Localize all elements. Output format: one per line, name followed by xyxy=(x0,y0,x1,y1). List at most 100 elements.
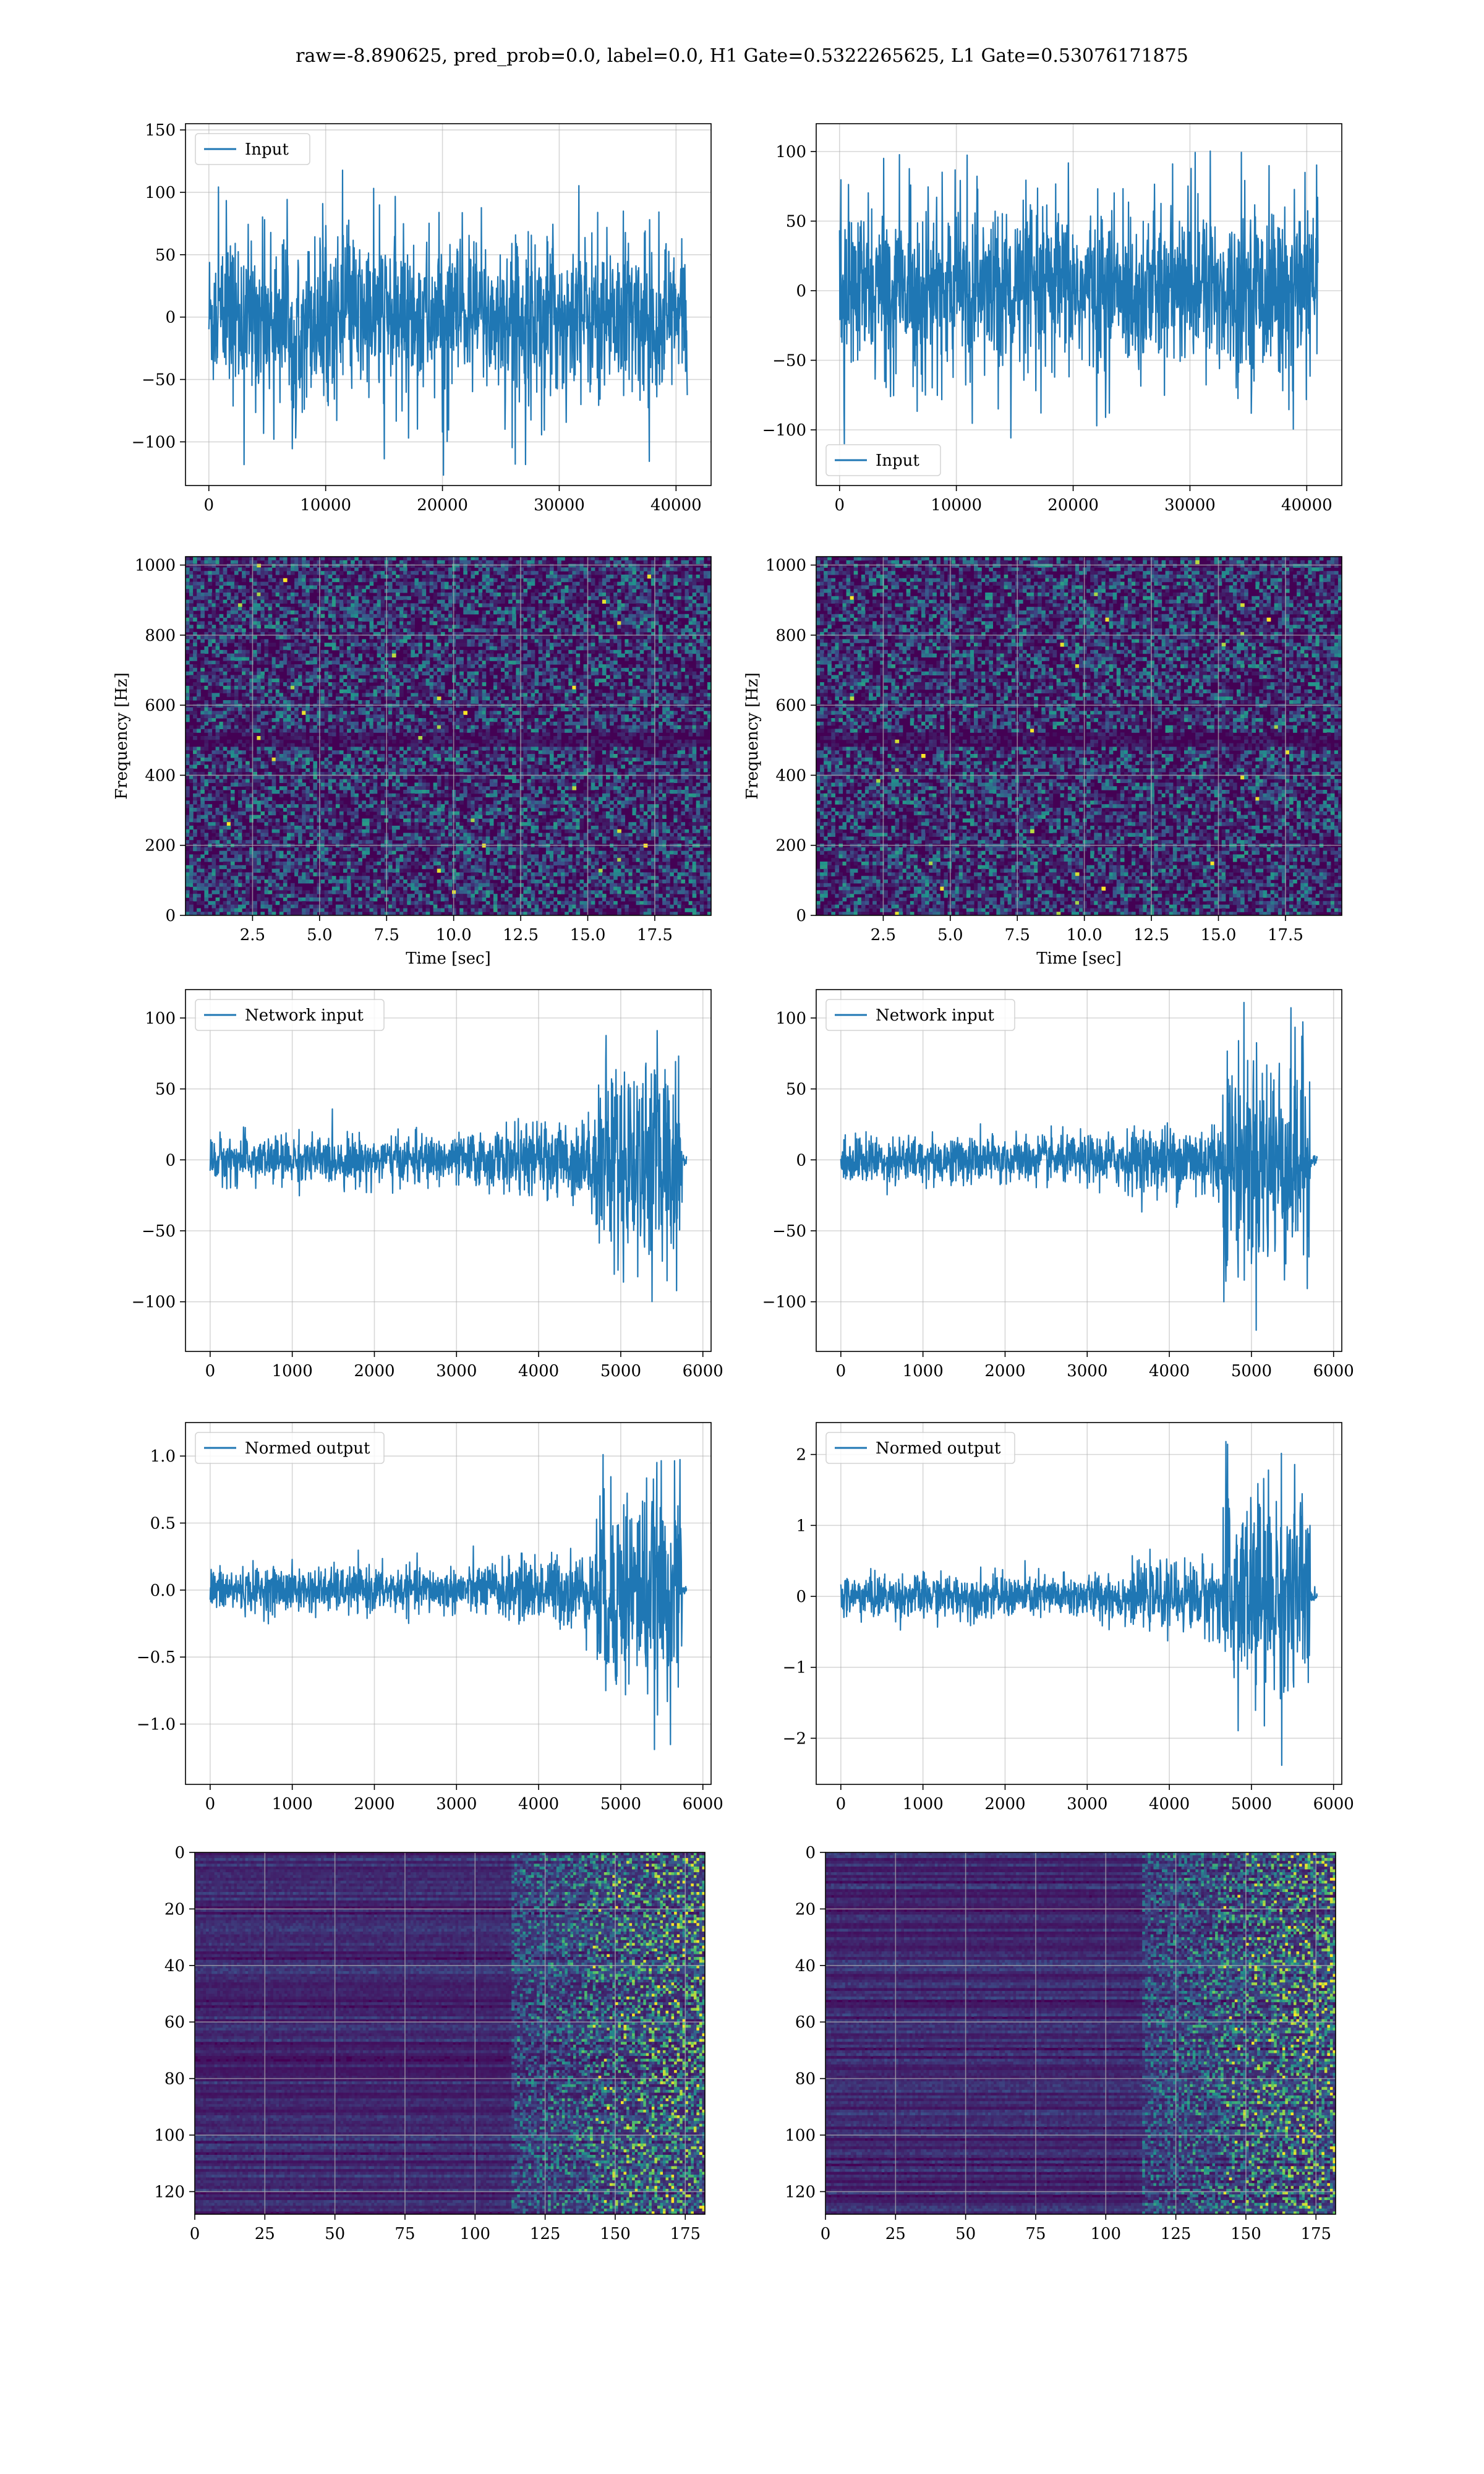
spectrogram-h1-cell xyxy=(407,664,411,668)
spectrogram-h1-cell xyxy=(644,564,648,568)
spectrogram-h1-cell xyxy=(628,672,633,675)
spectrogram-h1-cell xyxy=(659,593,663,596)
spectrogram-h1-cell xyxy=(332,593,336,596)
spectrogram-h1-cell xyxy=(321,747,325,750)
spectrogram-h1-cell xyxy=(351,636,355,640)
spectrogram-h1-cell xyxy=(321,729,325,732)
spectrogram-h1-cell xyxy=(265,643,269,646)
spectrogram-h1-cell xyxy=(399,704,404,708)
spectrogram-h1-cell xyxy=(557,600,561,604)
spectrogram-h1-cell xyxy=(403,571,407,575)
spectrogram-h1-cell xyxy=(328,593,333,596)
spectrogram-h1-cell xyxy=(276,589,280,593)
spectrogram-h1-cell xyxy=(257,726,261,729)
spectrogram-h1-cell xyxy=(501,600,505,604)
spectrogram-h1-cell xyxy=(234,643,239,646)
spectrogram-h1-cell xyxy=(539,593,543,596)
spectrogram-h1-cell xyxy=(467,589,471,593)
spectrogram-h1-cell xyxy=(617,650,621,654)
spectrogram-h1-cell xyxy=(313,621,317,625)
spectrogram-h1-cell xyxy=(216,628,220,632)
spectrogram-h1-cell xyxy=(325,661,329,664)
spectrogram-h1-cell xyxy=(388,654,393,657)
spectrogram-h1-cell xyxy=(527,740,532,743)
spectrogram-h1-cell xyxy=(403,700,407,704)
spectrogram-h1-cell xyxy=(418,664,422,668)
spectrogram-h1-cell xyxy=(204,585,208,589)
spectrogram-h1-cell xyxy=(272,740,276,743)
spectrogram-h1-cell xyxy=(433,650,438,654)
spectrogram-h1-cell xyxy=(276,571,280,575)
spectrogram-h1-cell xyxy=(445,603,449,607)
spectrogram-h1-cell xyxy=(505,567,509,571)
spectrogram-h1-cell xyxy=(613,726,618,729)
spectrogram-h1-cell xyxy=(313,678,317,682)
spectrogram-h1-cell xyxy=(377,646,382,650)
spectrogram-h1-cell xyxy=(463,567,467,571)
spectrogram-h1-cell xyxy=(689,657,693,661)
spectrogram-h1-cell xyxy=(677,636,681,640)
spectrogram-h1-cell xyxy=(245,557,250,560)
spectrogram-h1-cell xyxy=(613,714,618,718)
spectrogram-h1-cell xyxy=(512,603,516,607)
spectrogram-h1-cell xyxy=(392,650,396,654)
spectrogram-h1-cell xyxy=(662,672,667,675)
spectrogram-h1-cell xyxy=(265,639,269,643)
spectrogram-h1-cell xyxy=(223,732,228,736)
spectrogram-h1-cell xyxy=(268,567,273,571)
spectrogram-h1-cell xyxy=(328,557,333,560)
spectrogram-h1-cell xyxy=(572,557,576,560)
spectrogram-h1-cell xyxy=(625,585,629,589)
spectrogram-h1-cell xyxy=(479,603,483,607)
spectrogram-h1-cell xyxy=(216,614,220,618)
spectrogram-h1-cell xyxy=(186,618,190,622)
spectrogram-h1-cell xyxy=(561,585,565,589)
spectrogram-h1-cell xyxy=(505,682,509,686)
spectrogram-h1-cell xyxy=(200,704,205,708)
spectrogram-h1-cell xyxy=(523,678,527,682)
spectrogram-h1-cell xyxy=(422,654,427,657)
spectrogram-h1-cell xyxy=(336,636,340,640)
spectrogram-h1-cell xyxy=(268,600,273,604)
spectrogram-h1-cell xyxy=(633,571,637,575)
spectrogram-h1-cell xyxy=(565,639,569,643)
spectrogram-h1-cell xyxy=(550,678,554,682)
spectrogram-h1-cell xyxy=(414,589,419,593)
spectrogram-h1-cell xyxy=(231,560,235,564)
spectrogram-h1-cell xyxy=(584,722,588,726)
spectrogram-h1-cell xyxy=(644,722,648,726)
spectrogram-h1-cell xyxy=(388,714,393,718)
spectrogram-h1-cell xyxy=(501,567,505,571)
spectrogram-h1-cell xyxy=(535,596,539,600)
spectrogram-h1-cell xyxy=(204,678,208,682)
spectrogram-h1-cell xyxy=(696,740,701,743)
spectrogram-h1-cell xyxy=(381,646,385,650)
spectrogram-h1-cell xyxy=(392,596,396,600)
spectrogram-h1-cell xyxy=(193,578,197,582)
spectrogram-h1-cell xyxy=(610,690,614,693)
spectrogram-h1-cell xyxy=(553,571,558,575)
spectrogram-h1-cell xyxy=(441,668,445,672)
spectrogram-h1-cell xyxy=(302,621,306,625)
spectrogram-h1-cell xyxy=(305,610,310,614)
spectrogram-h1-cell xyxy=(647,639,652,643)
spectrogram-h1-cell xyxy=(602,664,607,668)
spectrogram-h1-cell xyxy=(388,585,393,589)
spectrogram-h1-cell xyxy=(325,600,329,604)
spectrogram-h1-cell xyxy=(568,657,573,661)
spectrogram-h1-cell xyxy=(220,589,224,593)
spectrogram-h1-cell xyxy=(508,736,513,740)
spectrogram-h1-cell xyxy=(584,567,588,571)
spectrogram-h1-cell xyxy=(298,675,302,678)
spectrogram-h1-cell xyxy=(693,575,697,578)
spectrogram-h1-cell xyxy=(234,600,239,604)
spectrogram-h1-cell xyxy=(459,722,464,726)
spectrogram-h1-cell xyxy=(459,600,464,604)
spectrogram-h1-cell xyxy=(220,636,224,640)
spectrogram-h1-cell xyxy=(482,628,487,632)
spectrogram-h1-cell xyxy=(479,621,483,625)
spectrogram-h1-cell xyxy=(328,614,333,618)
spectrogram-h1-cell xyxy=(189,618,194,622)
spectrogram-h1-cell xyxy=(482,747,487,750)
spectrogram-h1-cell xyxy=(373,589,378,593)
